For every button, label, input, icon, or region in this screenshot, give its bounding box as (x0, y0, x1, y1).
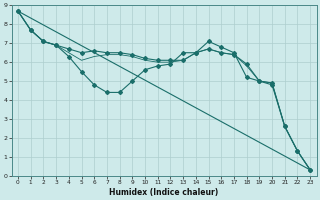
X-axis label: Humidex (Indice chaleur): Humidex (Indice chaleur) (109, 188, 219, 197)
